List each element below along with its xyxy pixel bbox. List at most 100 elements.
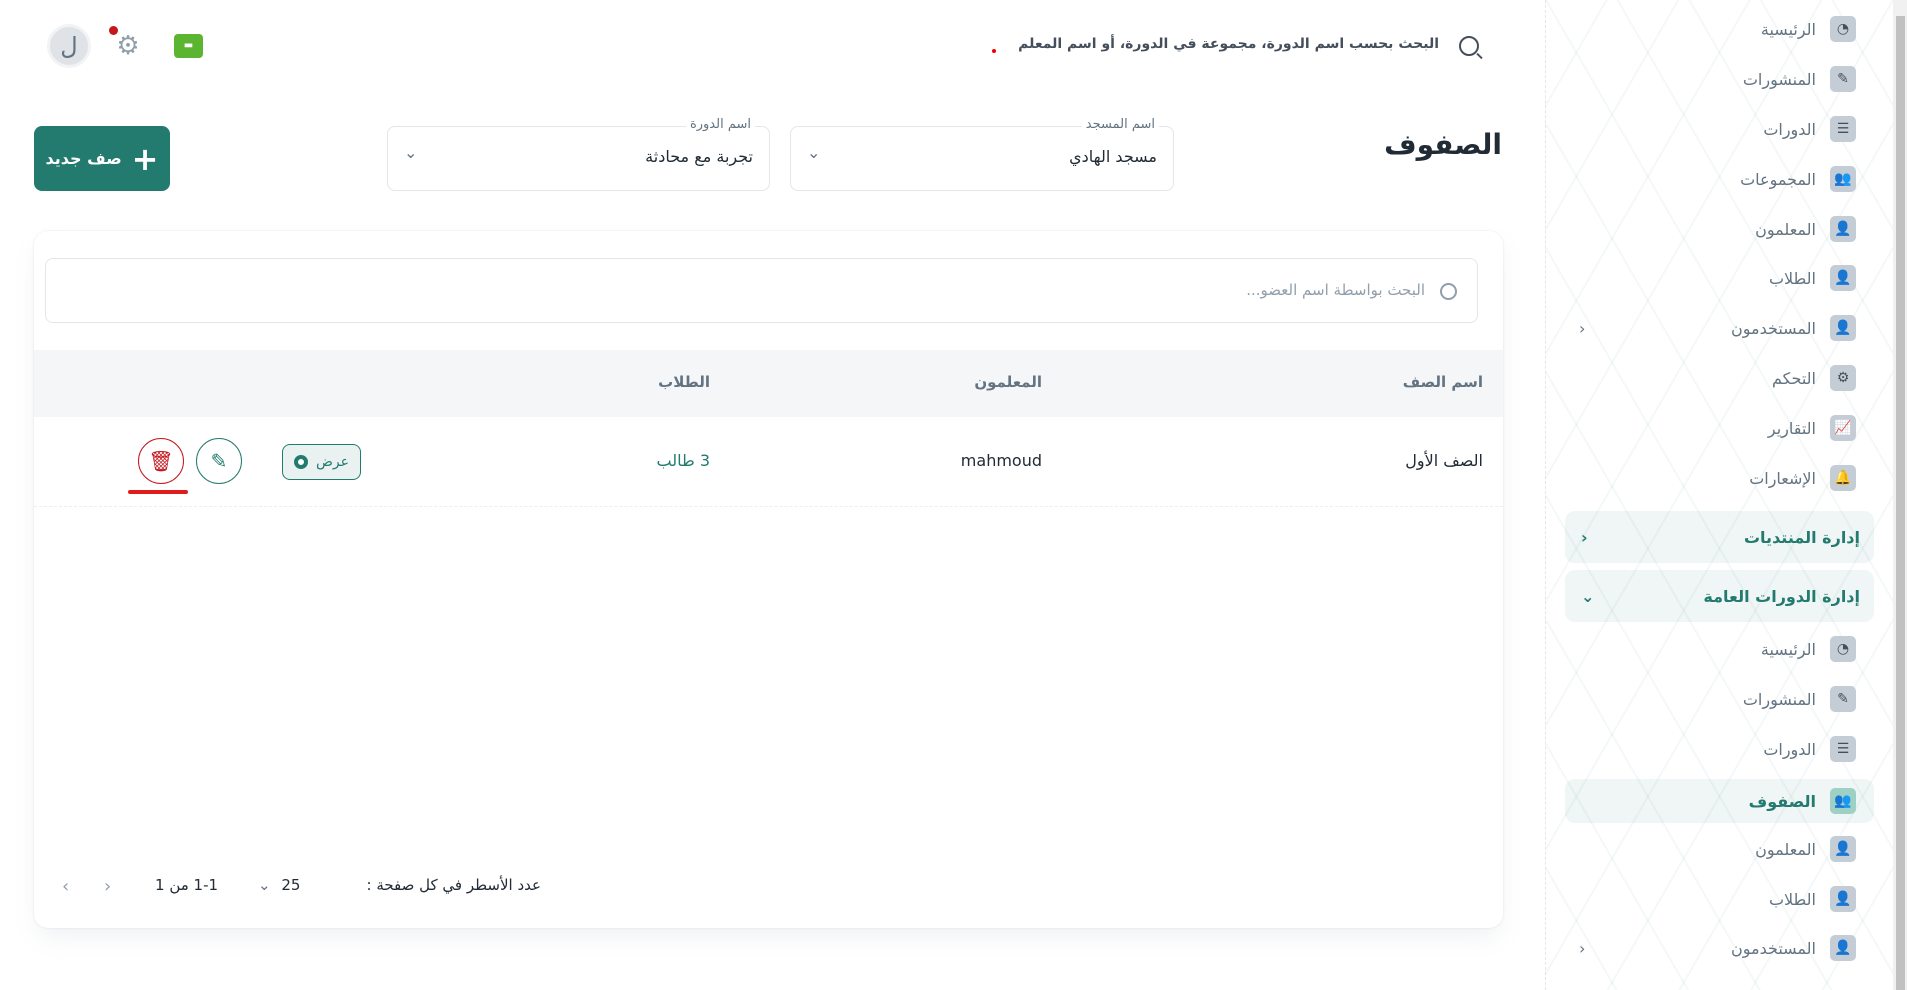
avatar[interactable]: ل: [47, 24, 91, 68]
sidebar-item-label: الصفوف: [1748, 791, 1816, 811]
sidebar-group-label: إدارة الدورات العامة: [1703, 586, 1860, 606]
mosque-select[interactable]: اسم المسجد مسجد الهادي ⌄: [790, 117, 1174, 191]
chevron-down-icon: ⌄: [258, 876, 271, 894]
next-page-button[interactable]: ›: [104, 876, 112, 897]
chevron-left-icon: ‹: [1579, 938, 1586, 958]
mosque-select-value: مسجد الهادي: [1069, 147, 1157, 166]
page-range: 1-1 من 1: [155, 876, 219, 894]
sidebar-subitem-home[interactable]: ◔ الرئيسية: [1565, 628, 1874, 670]
edit-button[interactable]: ✎: [196, 438, 242, 484]
students-link[interactable]: 3 طالب: [656, 451, 710, 470]
group-icon: 👥: [1830, 788, 1856, 814]
sidebar-item-label: الرئيسية: [1760, 639, 1816, 659]
sidebar: ◔ الرئيسية ✎ المنشورات ☰ الدورات 👥 المجموعات…: [1545, 0, 1893, 990]
sidebar-subitem-users[interactable]: 👤 المستخدمون ‹: [1565, 927, 1874, 969]
search-icon[interactable]: [1459, 36, 1479, 56]
saudi-flag-icon[interactable]: ▬: [174, 34, 203, 58]
view-label: عرض: [316, 454, 350, 470]
sidebar-item-label: الدورات: [1763, 119, 1816, 139]
delete-button[interactable]: 🗑: [138, 438, 184, 484]
member-search-input[interactable]: البحث بواسطة اسم العضو...: [45, 258, 1478, 323]
group-icon: 👥: [1830, 166, 1856, 192]
sidebar-item-label: المعلمون: [1755, 839, 1816, 859]
sidebar-item-label: المجموعات: [1740, 169, 1816, 189]
sidebar-item-home[interactable]: ◔ الرئيسية: [1565, 8, 1874, 50]
sidebar-item-label: المنشورات: [1742, 689, 1816, 709]
sidebar-subitem-courses[interactable]: ☰ الدورات: [1565, 728, 1874, 770]
sidebar-item-label: المستخدمون: [1731, 938, 1816, 958]
column-teachers[interactable]: المعلمون: [974, 373, 1042, 391]
chevron-left-icon: ‹: [1581, 527, 1588, 547]
pagination: عدد الأسطر في كل صفحة : ⌄ 25 1-1 من 1 › …: [34, 876, 1503, 900]
mosque-select-label: اسم المسجد: [1081, 117, 1159, 132]
sidebar-subitem-classes[interactable]: 👥 الصفوف: [1565, 779, 1874, 823]
sidebar-group-public-courses[interactable]: إدارة الدورات العامة ⌄: [1565, 570, 1874, 622]
board-icon: ☰: [1830, 736, 1856, 762]
student-icon: 👤: [1830, 886, 1856, 912]
edit-icon: ✎: [1830, 66, 1856, 92]
sidebar-item-reports[interactable]: 📈 التقارير: [1565, 407, 1874, 449]
sidebar-subitem-teachers[interactable]: 👤 المعلمون: [1565, 828, 1874, 870]
sidebar-item-courses[interactable]: ☰ الدورات: [1565, 108, 1874, 150]
sidebar-item-control[interactable]: ⚙ التحكم: [1565, 357, 1874, 399]
prev-page-button[interactable]: ‹: [62, 876, 70, 897]
sidebar-item-students[interactable]: 👤 الطلاب: [1565, 257, 1874, 299]
rows-per-page-label: عدد الأسطر في كل صفحة :: [366, 876, 542, 894]
teacher-icon: 👤: [1830, 836, 1856, 862]
column-students[interactable]: الطلاب: [658, 373, 710, 391]
classes-table-card: البحث بواسطة اسم العضو... اسم الصف المعل…: [34, 231, 1503, 928]
chevron-down-icon: ⌄: [807, 143, 821, 162]
chart-icon: 📈: [1830, 415, 1856, 441]
sidebar-subitem-students[interactable]: 👤 الطلاب: [1565, 878, 1874, 920]
edit-icon: ✎: [1830, 686, 1856, 712]
rows-per-page-select[interactable]: ⌄ 25: [258, 876, 300, 894]
new-class-button[interactable]: + صف جديد: [34, 126, 170, 191]
notification-dot: [109, 26, 118, 35]
sidebar-item-notifications[interactable]: 🔔 الإشعارات: [1565, 457, 1874, 499]
plus-icon: +: [131, 139, 159, 178]
chevron-down-icon: ⌄: [1581, 586, 1595, 606]
class-name-cell: الصف الأول: [1405, 451, 1483, 470]
sidebar-subitem-posts[interactable]: ✎ المنشورات: [1565, 678, 1874, 720]
sidebar-item-label: التحكم: [1772, 368, 1816, 388]
gear-icon[interactable]: ⚙: [116, 31, 140, 61]
sidebar-item-label: المعلمون: [1755, 219, 1816, 239]
sidebar-item-label: الرئيسية: [1760, 19, 1816, 39]
course-select[interactable]: اسم الدورة تجربة مع محادثة ⌄: [387, 117, 770, 191]
sidebar-item-posts[interactable]: ✎ المنشورات: [1565, 58, 1874, 100]
sidebar-item-groups[interactable]: 👥 المجموعات: [1565, 158, 1874, 200]
page-title: الصفوف: [1384, 128, 1502, 161]
course-select-value: تجربة مع محادثة: [645, 147, 753, 166]
sidebar-item-label: الطلاب: [1768, 268, 1816, 288]
indicator-dot: [992, 49, 996, 53]
column-class-name[interactable]: اسم الصف: [1402, 373, 1483, 391]
sidebar-item-label: التقارير: [1767, 418, 1816, 438]
member-search-placeholder: البحث بواسطة اسم العضو...: [1246, 281, 1425, 299]
header-search-input[interactable]: البحث بحسب اسم الدورة، مجموعة في الدورة،…: [1018, 36, 1439, 52]
new-class-label: صف جديد: [45, 149, 122, 168]
dashboard-icon: ◔: [1830, 636, 1856, 662]
teachers-cell: mahmoud: [960, 451, 1042, 470]
rows-per-page-value: 25: [281, 876, 301, 894]
student-icon: 👤: [1830, 265, 1856, 291]
course-select-label: اسم الدورة: [685, 117, 755, 132]
gear-icon: ⚙: [1830, 365, 1856, 391]
scrollbar-thumb[interactable]: [1896, 16, 1905, 990]
table-row: الصف الأول mahmoud 3 طالب عرض ✎ 🗑: [34, 417, 1503, 507]
sidebar-item-label: المنشورات: [1742, 69, 1816, 89]
chevron-down-icon: ⌄: [404, 143, 418, 162]
user-icon: 👤: [1830, 935, 1856, 961]
board-icon: ☰: [1830, 116, 1856, 142]
teacher-icon: 👤: [1830, 216, 1856, 242]
sidebar-item-label: الإشعارات: [1749, 468, 1816, 488]
table-header: اسم الصف المعلمون الطلاب: [34, 350, 1503, 417]
sidebar-item-users[interactable]: 👤 المستخدمون ‹: [1565, 307, 1874, 349]
sidebar-item-teachers[interactable]: 👤 المعلمون: [1565, 208, 1874, 250]
sidebar-item-label: الدورات: [1763, 739, 1816, 759]
view-button[interactable]: عرض: [282, 444, 361, 480]
user-icon: 👤: [1830, 315, 1856, 341]
bell-icon: 🔔: [1830, 465, 1856, 491]
sidebar-group-forums[interactable]: إدارة المنتديات ‹: [1565, 511, 1874, 563]
sidebar-item-label: الطلاب: [1768, 889, 1816, 909]
search-icon: [1440, 283, 1457, 300]
